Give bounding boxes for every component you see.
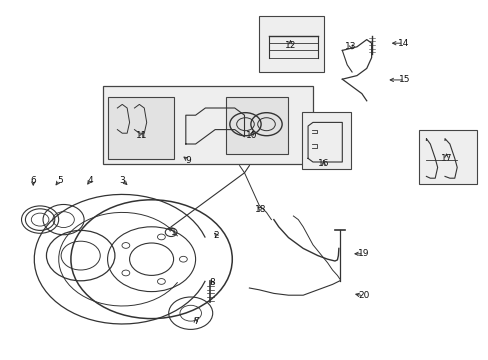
Text: 7: 7 <box>192 317 198 325</box>
Text: 2: 2 <box>213 231 219 240</box>
Text: 20: 20 <box>357 292 369 300</box>
Text: 8: 8 <box>209 278 215 287</box>
FancyBboxPatch shape <box>102 86 312 164</box>
FancyBboxPatch shape <box>418 130 476 184</box>
Circle shape <box>157 234 165 240</box>
Circle shape <box>157 279 165 284</box>
Text: 3: 3 <box>119 176 125 185</box>
Text: 6: 6 <box>30 176 36 185</box>
Text: 16: 16 <box>317 159 329 168</box>
Circle shape <box>122 270 129 276</box>
Text: 18: 18 <box>255 205 266 214</box>
Text: 17: 17 <box>440 154 451 163</box>
FancyBboxPatch shape <box>302 112 350 169</box>
Text: 11: 11 <box>136 131 147 140</box>
Text: 10: 10 <box>245 131 257 140</box>
Text: 4: 4 <box>87 176 93 185</box>
Text: 12: 12 <box>284 41 296 50</box>
Text: 9: 9 <box>185 156 191 165</box>
FancyBboxPatch shape <box>259 16 324 72</box>
Circle shape <box>179 256 187 262</box>
Text: 5: 5 <box>57 176 62 185</box>
FancyBboxPatch shape <box>225 97 287 154</box>
Circle shape <box>122 243 129 248</box>
Text: 15: 15 <box>398 76 410 85</box>
Text: 1: 1 <box>170 228 176 237</box>
Text: 13: 13 <box>345 42 356 51</box>
FancyBboxPatch shape <box>107 97 173 159</box>
Text: 19: 19 <box>357 249 369 258</box>
Text: 14: 14 <box>397 39 408 48</box>
